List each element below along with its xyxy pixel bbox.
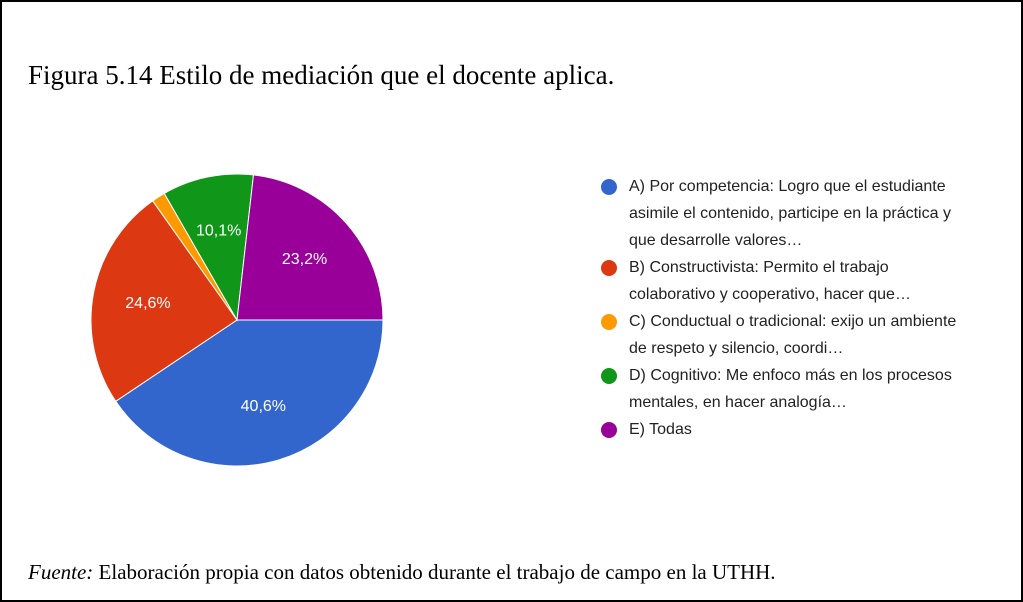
legend-label: D) Cognitivo: Me enfoco más en los proce…: [629, 367, 952, 411]
legend: A) Por competencia: Logro que el estudia…: [600, 173, 960, 443]
legend-label: E) Todas: [629, 421, 692, 438]
source-label: Fuente:: [28, 560, 94, 584]
value-label: 10,1%: [196, 223, 241, 240]
legend-item: B) Constructivista: Permito el trabajo c…: [600, 254, 960, 308]
legend-swatch: [601, 260, 617, 276]
pie-slice: [90, 200, 238, 402]
value-label: 24,6%: [125, 295, 170, 312]
pie-slice: [236, 174, 384, 321]
source-note: Fuente: Elaboración propia con datos obt…: [28, 560, 776, 585]
value-label: 23,2%: [282, 251, 327, 268]
value-label: 40,6%: [241, 398, 286, 415]
pie-slice: [163, 173, 255, 322]
legend-swatch: [601, 179, 617, 195]
legend-label: C) Conductual o tradicional: exijo un am…: [629, 313, 957, 357]
source-text: Elaboración propia con datos obtenido du…: [98, 560, 776, 584]
legend-swatch: [601, 314, 617, 330]
pie-slice: [115, 319, 384, 467]
legend-item: D) Cognitivo: Me enfoco más en los proce…: [600, 362, 960, 416]
legend-swatch: [601, 422, 617, 438]
chart-title: Figura 5.14 Estilo de mediación que el d…: [28, 60, 615, 90]
legend-label: A) Por competencia: Logro que el estudia…: [629, 178, 951, 249]
legend-item: E) Todas: [600, 416, 960, 443]
legend-item: A) Por competencia: Logro que el estudia…: [600, 173, 960, 254]
legend-item: C) Conductual o tradicional: exijo un am…: [600, 308, 960, 362]
legend-label: B) Constructivista: Permito el trabajo c…: [629, 259, 911, 303]
legend-swatch: [601, 368, 617, 384]
